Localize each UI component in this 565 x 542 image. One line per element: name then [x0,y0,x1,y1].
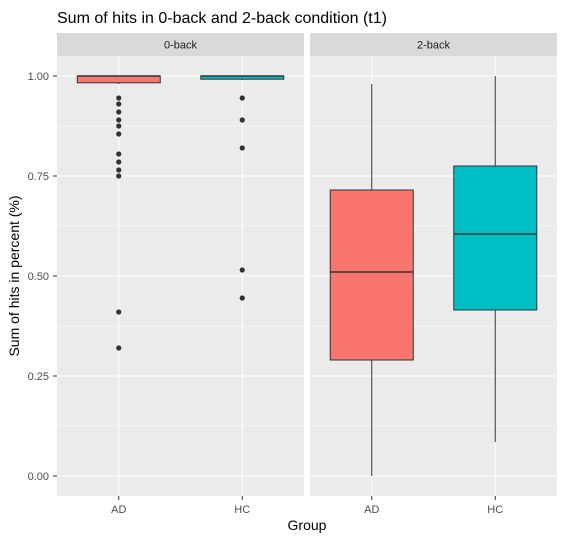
outlier-0back-hc-4 [239,295,245,301]
outlier-0back-ad-0 [116,95,122,101]
outlier-0back-ad-1 [116,101,122,107]
outlier-0back-ad-7 [116,159,122,165]
facet-2back: 2-back [310,33,557,496]
y-axis: 0.00 0.25 0.50 0.75 1.00 [28,71,57,483]
box-2back-ad [329,189,414,361]
y-tick-label-3: 0.75 [28,171,49,183]
marks-0back [76,75,285,351]
strip-0back [57,33,304,56]
y-tick-label-2: 0.50 [28,271,49,283]
x-tick-label-0back-ad: AD [111,504,126,516]
y-tick-label-4: 1.00 [28,71,49,83]
x-axis: AD HC AD HC [111,496,503,516]
strip-label-2back: 2-back [417,40,451,52]
y-tick-label-1: 0.25 [28,371,49,383]
outlier-0back-hc-1 [239,117,245,123]
outlier-0back-ad-4 [116,123,122,129]
outlier-0back-hc-2 [239,145,245,151]
outlier-0back-ad-5 [116,131,122,137]
x-axis-title: Group [288,517,327,533]
outlier-0back-ad-11 [116,345,122,351]
outlier-0back-hc-3 [239,267,245,273]
chart-title: Sum of hits in 0-back and 2-back conditi… [57,10,387,27]
outlier-0back-ad-6 [116,151,122,157]
y-axis-title: Sum of hits in percent (%) [6,195,22,356]
strip-label-0back: 0-back [164,40,198,52]
outlier-0back-ad-3 [116,117,122,123]
outlier-0back-ad-2 [116,109,122,115]
x-tick-label-0back-hc: HC [234,504,250,516]
marks-2back [329,76,538,476]
box-0back-ad [76,75,161,84]
outlier-0back-ad-10 [116,309,122,315]
x-tick-label-2back-ad: AD [364,504,379,516]
outlier-0back-ad-9 [116,173,122,179]
outlier-0back-hc-0 [239,95,245,101]
y-tick-label-0: 0.00 [28,471,49,483]
box-2back-hc [453,165,538,311]
outlier-0back-ad-8 [116,167,122,173]
facet-0back: 0-back [57,33,304,496]
strip-2back [310,33,557,56]
x-tick-label-2back-hc: HC [487,504,503,516]
